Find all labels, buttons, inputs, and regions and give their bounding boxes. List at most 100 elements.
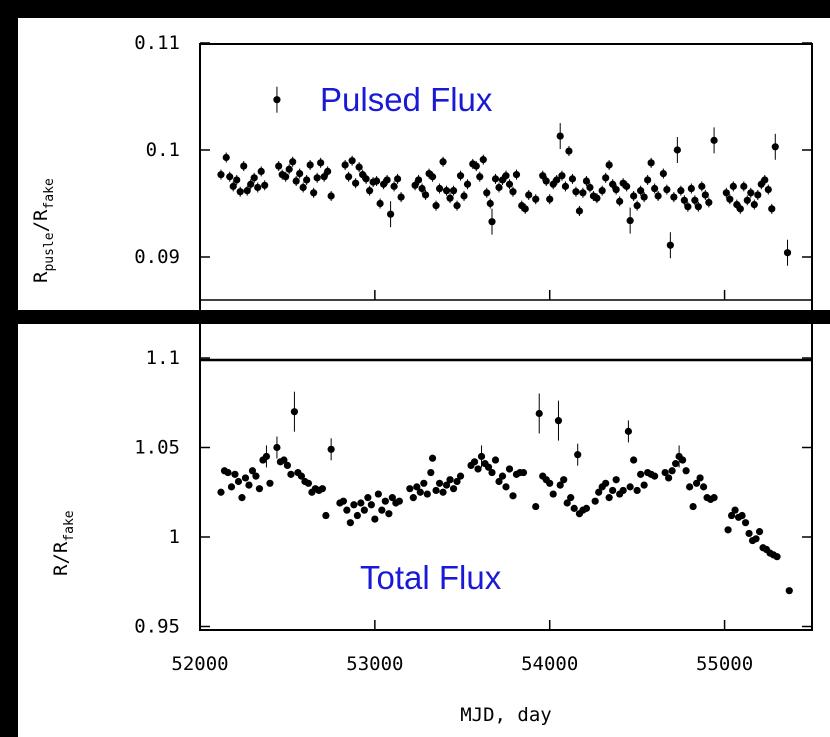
- top-data-point: [698, 182, 706, 190]
- top-data-point: [486, 199, 494, 208]
- top-y-label-sep: /R: [30, 209, 52, 232]
- top-data-point: [644, 176, 652, 184]
- top-data-point: [532, 195, 540, 203]
- bottom-data-point: [470, 458, 479, 466]
- bottom-data-point: [477, 452, 486, 461]
- bottom-data-point: [773, 553, 781, 561]
- top-data-point: [736, 205, 744, 213]
- bottom-data-point: [491, 456, 500, 464]
- bottom-data-point: [689, 502, 697, 511]
- top-data-point: [229, 182, 237, 190]
- top-data-point: [373, 177, 381, 185]
- pulsed-flux-chart: 0.09 0.1 0.11 Pulsed Flux Rpusle/Rfake: [30, 32, 813, 310]
- bottom-data-point: [234, 477, 243, 486]
- x-axis-label: MJD, day: [460, 704, 552, 726]
- bottom-data-point: [624, 427, 633, 435]
- top-data-point: [292, 177, 300, 185]
- top-data-point: [483, 189, 491, 197]
- top-data-point: [362, 175, 370, 183]
- bottom-x-tick-label: 54000: [521, 653, 578, 675]
- top-data-point: [236, 188, 244, 196]
- top-data-point: [324, 167, 332, 175]
- top-data-point: [726, 195, 734, 203]
- top-data-point: [677, 187, 685, 195]
- top-data-point: [743, 196, 751, 204]
- top-data-point: [476, 173, 484, 181]
- top-data-point: [626, 217, 634, 225]
- top-data-point: [217, 171, 225, 179]
- top-data-point: [602, 174, 610, 182]
- top-data-point: [539, 172, 547, 180]
- top-data-point: [414, 176, 423, 184]
- bottom-data-point: [255, 485, 264, 493]
- bottom-data-point: [353, 511, 361, 520]
- top-data-point: [383, 176, 391, 184]
- bottom-data-point: [371, 515, 379, 523]
- top-data-point: [561, 182, 570, 190]
- top-data-point: [282, 173, 290, 181]
- top-data-point: [463, 180, 472, 188]
- top-data-point: [647, 159, 655, 167]
- bottom-data-point: [474, 465, 482, 473]
- bottom-data-point: [633, 486, 641, 495]
- bottom-data-point: [339, 497, 347, 505]
- top-data-point: [525, 191, 533, 199]
- bottom-data-point: [241, 474, 250, 482]
- top-data-point: [320, 173, 328, 181]
- top-data-point: [659, 169, 667, 178]
- pulsed-flux-annotation: Pulsed Flux: [320, 81, 493, 118]
- bottom-data-point: [262, 452, 271, 461]
- bottom-data-point: [420, 479, 428, 487]
- bottom-data-point: [245, 481, 253, 489]
- top-data-point: [771, 143, 779, 151]
- bottom-data-point: [532, 502, 540, 511]
- top-data-point: [691, 196, 699, 204]
- top-data-point: [565, 147, 573, 155]
- top-data-point: [233, 176, 241, 184]
- top-data-point: [449, 187, 458, 195]
- top-data-point: [575, 207, 584, 215]
- bottom-data-point: [661, 468, 669, 477]
- top-data-point: [366, 187, 374, 195]
- top-data-point: [556, 132, 564, 140]
- bottom-data-point: [554, 417, 563, 425]
- bottom-data-point: [231, 470, 239, 478]
- bottom-data-point: [502, 483, 510, 491]
- top-data-point: [472, 162, 480, 170]
- bottom-data-point: [679, 456, 687, 464]
- bottom-data-point: [692, 479, 701, 487]
- top-data-point: [640, 193, 648, 201]
- bottom-y-axis-label: R/Rfake: [50, 510, 77, 576]
- bottom-data-point: [563, 499, 571, 507]
- bottom-data-point: [752, 535, 760, 543]
- bottom-data-point: [549, 490, 557, 498]
- top-data-point: [317, 159, 325, 167]
- top-data-point: [386, 210, 395, 218]
- bottom-y-tick-label: 1.1: [146, 347, 180, 369]
- bottom-data-point: [385, 510, 393, 518]
- top-data-point: [505, 180, 514, 188]
- bottom-data-point: [217, 488, 225, 496]
- bottom-data-point: [665, 474, 673, 482]
- bottom-data-point: [435, 479, 444, 487]
- bottom-data-point: [741, 519, 750, 527]
- top-data-point: [605, 161, 613, 169]
- bottom-data-point: [630, 456, 638, 464]
- bottom-data-point: [509, 492, 517, 500]
- bottom-data-point: [224, 468, 232, 477]
- bottom-y-label-main: R/R: [50, 541, 72, 576]
- top-data-point: [313, 174, 321, 182]
- top-data-point: [446, 194, 454, 202]
- bottom-data-point: [727, 511, 736, 520]
- bottom-data-point: [439, 488, 447, 496]
- top-data-point: [432, 202, 440, 210]
- top-y-label-sub1: pusle: [42, 232, 57, 271]
- top-data-point: [687, 184, 695, 193]
- top-data-point: [240, 162, 248, 170]
- top-data-point: [327, 192, 335, 200]
- top-data-point: [456, 172, 465, 180]
- top-data-point: [502, 172, 510, 180]
- top-data-point: [609, 180, 617, 188]
- bottom-data-point: [591, 497, 599, 505]
- bottom-data-point: [238, 494, 246, 502]
